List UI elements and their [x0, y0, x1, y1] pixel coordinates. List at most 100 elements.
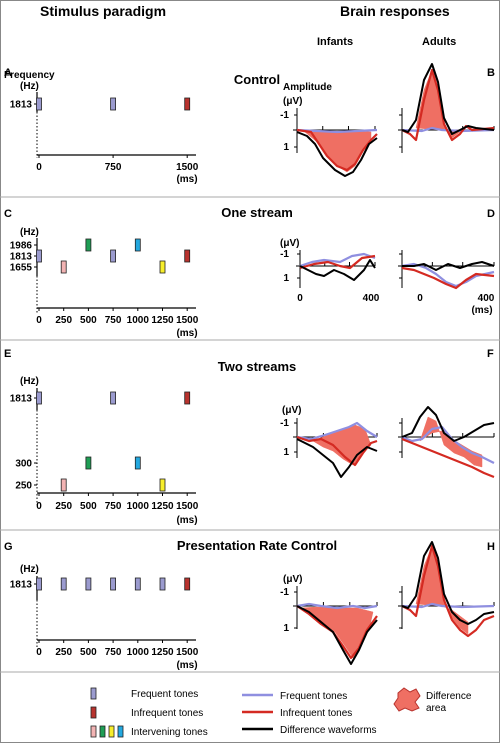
tone-int-green	[85, 456, 92, 470]
time-tick-label: 1250	[151, 501, 174, 512]
freq-tick-label: 300	[15, 459, 32, 470]
tone-frequent	[134, 577, 141, 591]
tone-int-pink	[60, 478, 67, 492]
microvolt-label: (μV)	[283, 96, 302, 107]
legend-frequent-tones: Frequent tones	[131, 689, 198, 700]
amp-plus-label: 1	[283, 142, 289, 153]
difference-waveform	[402, 261, 495, 271]
tone-frequent	[110, 249, 116, 263]
header-adults: Adults	[422, 36, 456, 48]
response-time-unit: (ms)	[471, 305, 492, 316]
response-tick-label-adult: 400	[478, 293, 495, 304]
time-tick-label: 0	[36, 501, 42, 512]
freq-tick-label: 1655	[10, 263, 33, 274]
tone-infrequent	[184, 249, 191, 263]
header-brain-responses: Brain responses	[340, 3, 450, 19]
time-unit-label: (ms)	[176, 328, 197, 339]
infrequent-waveform	[296, 435, 378, 467]
difference-waveform	[401, 63, 495, 135]
time-tick-label: 0	[36, 647, 42, 658]
frequent-waveform	[296, 602, 378, 610]
freq-tick-label: 1813	[10, 394, 33, 405]
legend-wave-difference: Difference waveforms	[280, 725, 377, 736]
difference-waveform	[296, 131, 378, 177]
tone-frequent	[36, 97, 42, 111]
tone-int-pink	[60, 260, 67, 274]
panel-title: Control	[234, 72, 280, 87]
legend-intervening-green	[99, 725, 106, 738]
amp-minus-label: -1	[280, 249, 289, 260]
time-unit-label: (ms)	[176, 660, 197, 671]
infant-response	[293, 586, 378, 665]
header-infants: Infants	[317, 36, 353, 48]
y-axis-unit: (Hz)	[20, 227, 39, 238]
amp-minus-label: -1	[280, 110, 289, 121]
frequent-waveform	[296, 421, 378, 441]
infant-response	[293, 418, 378, 478]
time-tick-label: 1500	[176, 162, 199, 173]
panel-letter-right: H	[487, 541, 495, 553]
adult-response	[398, 541, 495, 638]
time-tick-label: 1500	[176, 647, 199, 658]
header-stimulus-paradigm: Stimulus paradigm	[40, 3, 166, 19]
response-tick-label-adult: 0	[417, 293, 423, 304]
difference-waveform	[299, 259, 376, 281]
time-tick-label: 1250	[151, 647, 174, 658]
waveforms	[401, 406, 495, 479]
waveforms	[296, 128, 378, 177]
microvolt-label: (μV)	[282, 405, 301, 416]
legend-difference-area-swatch	[393, 687, 421, 712]
legend-intervening-pink	[90, 725, 97, 738]
amp-plus-label: 1	[283, 273, 289, 284]
tone-infrequent	[184, 391, 191, 405]
tone-int-cyan	[134, 238, 141, 252]
tone-frequent	[110, 97, 116, 111]
panel-title: Presentation Rate Control	[177, 538, 337, 553]
tone-int-green	[85, 238, 92, 252]
amp-plus-label: 1	[283, 623, 289, 634]
time-tick-label: 250	[55, 315, 72, 326]
time-tick-label: 1000	[127, 501, 150, 512]
time-tick-label: 250	[55, 501, 72, 512]
legend-intervening-cyan	[117, 725, 124, 738]
legend-wave-frequent: Frequent tones	[280, 691, 347, 702]
panel-letter-left: E	[4, 348, 11, 360]
adult-response	[398, 250, 495, 290]
time-unit-label: (ms)	[176, 174, 197, 185]
time-unit-label: (ms)	[176, 515, 197, 526]
legend-intervening-yellow	[108, 725, 115, 738]
waveforms	[401, 261, 495, 290]
frequent-waveform	[299, 252, 376, 268]
panel-letter-right: F	[487, 348, 494, 360]
tone-frequent	[159, 577, 166, 591]
waveforms	[296, 421, 378, 478]
amp-minus-label: -1	[280, 418, 289, 429]
y-axis-unit: (Hz)	[20, 564, 39, 575]
amp-plus-label: 1	[283, 447, 289, 458]
adult-response	[398, 406, 495, 479]
difference-area	[312, 424, 372, 466]
waveforms	[299, 252, 376, 281]
legend-infrequent-tones: Infrequent tones	[131, 708, 203, 719]
tone-frequent	[110, 577, 116, 591]
difference-waveform	[296, 438, 378, 478]
time-tick-label: 750	[105, 501, 122, 512]
legend-difference-area-line1: Difference	[426, 691, 472, 702]
legend-infrequent-swatch	[90, 706, 97, 719]
infrequent-waveform	[401, 266, 495, 290]
response-tick-label-infant: 0	[297, 293, 303, 304]
infrequent-waveform	[296, 128, 378, 172]
legend-intervening-tones: Intervening tones	[131, 727, 208, 738]
response-tick-label-infant: 400	[363, 293, 380, 304]
waveforms	[401, 541, 495, 638]
time-tick-label: 750	[105, 162, 122, 173]
infrequent-waveform	[299, 254, 376, 270]
freq-tick-label: 1813	[10, 100, 33, 111]
frequent-waveform	[401, 425, 495, 464]
legend-difference-area-line2: area	[426, 703, 446, 714]
time-tick-label: 500	[80, 315, 97, 326]
time-tick-label: 1000	[127, 315, 150, 326]
panel-title: Two streams	[218, 359, 297, 374]
